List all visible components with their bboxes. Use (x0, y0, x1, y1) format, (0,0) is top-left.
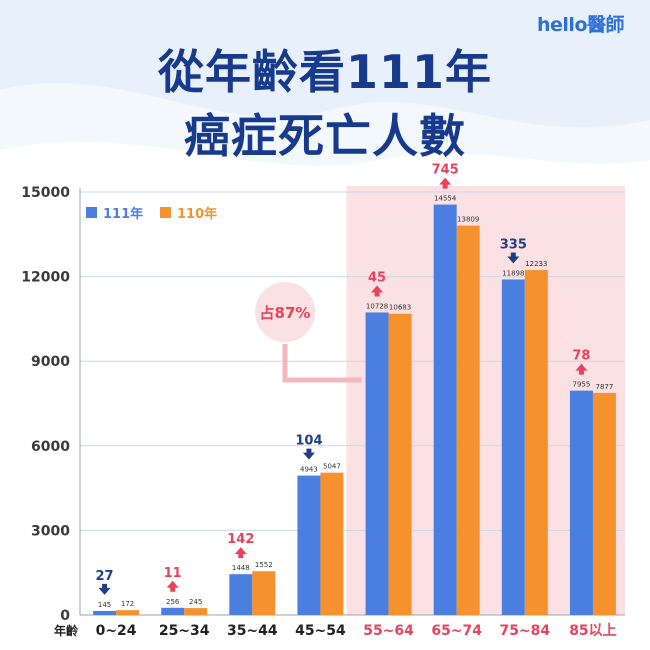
bar-110 (320, 472, 344, 615)
y-tick-label: 12000 (21, 270, 70, 286)
y-tick-label: 3000 (31, 523, 70, 539)
x-tick-label: 55~64 (363, 623, 414, 639)
bar-111 (501, 279, 525, 615)
change-label: 745 (432, 163, 459, 178)
bar-111 (161, 607, 185, 615)
data-label-110: 12233 (525, 260, 547, 268)
data-label-111: 145 (98, 601, 111, 609)
x-tick-label: 0~24 (96, 623, 137, 639)
bar-111 (297, 475, 321, 615)
change-label: 11 (164, 566, 182, 581)
y-tick-label: 15000 (21, 185, 70, 201)
data-label-110: 10683 (389, 304, 411, 312)
increase-arrow-icon (439, 177, 452, 189)
increase-arrow-icon (166, 580, 179, 592)
change-label: 27 (96, 569, 114, 584)
page-title-line2: 癌症死亡人數 (184, 109, 466, 163)
decrease-arrow-icon (302, 448, 315, 460)
bar-111 (433, 204, 457, 615)
legend-swatch-111 (86, 207, 97, 218)
bar-111 (365, 312, 389, 615)
data-label-111: 4943 (300, 466, 318, 474)
change-label: 335 (500, 237, 527, 252)
bar-110 (456, 225, 480, 616)
callout-text: 占87% (260, 304, 311, 322)
callout-connector (282, 343, 362, 383)
x-tick-label: 65~74 (431, 623, 482, 639)
increase-arrow-icon (575, 363, 588, 375)
increase-arrow-icon (371, 285, 384, 297)
y-tick-label: 6000 (31, 439, 70, 455)
x-axis-label: 年齡 (54, 623, 78, 638)
change-label: 78 (572, 349, 590, 364)
data-label-110: 13809 (457, 216, 479, 224)
bar-111 (569, 390, 593, 615)
page-title-line1: 從年齡看111年 (157, 45, 493, 99)
decrease-arrow-icon (98, 583, 111, 595)
x-tick-label: 25~34 (159, 623, 210, 639)
decrease-arrow-icon (507, 252, 520, 264)
data-label-111: 10728 (366, 302, 388, 310)
data-label-111: 1448 (232, 564, 250, 572)
bar-110 (116, 610, 140, 615)
change-label: 45 (368, 270, 386, 285)
bar-110 (524, 270, 548, 615)
bar-110 (184, 608, 208, 615)
bar-110 (592, 392, 616, 615)
change-label: 142 (227, 532, 254, 547)
legend-swatch-110 (160, 207, 171, 218)
data-label-110: 1552 (255, 561, 273, 569)
legend-label-110: 110年 (177, 206, 217, 222)
bar-111 (93, 610, 117, 615)
increase-arrow-icon (234, 547, 247, 559)
data-label-110: 7877 (596, 383, 614, 391)
change-label: 104 (295, 434, 322, 449)
y-tick-label: 0 (60, 608, 70, 624)
x-tick-label: 75~84 (499, 623, 550, 639)
legend-label-111: 111年 (103, 206, 143, 222)
bar-110 (252, 571, 276, 615)
data-label-111: 14554 (434, 195, 457, 203)
data-label-110: 172 (121, 600, 134, 608)
brand-logo: hello醫師 (537, 14, 625, 36)
callout-circle (253, 280, 317, 344)
x-tick-label: 85以上 (569, 623, 616, 639)
y-tick-label: 9000 (31, 354, 70, 370)
x-tick-label: 45~54 (295, 623, 346, 639)
bar-110 (388, 313, 412, 615)
data-label-110: 245 (189, 598, 202, 606)
data-label-110: 5047 (323, 463, 341, 471)
data-label-111: 11898 (502, 269, 524, 277)
x-tick-label: 35~44 (227, 623, 278, 639)
data-label-111: 7955 (573, 381, 591, 389)
bar-111 (229, 574, 253, 615)
data-label-111: 256 (166, 598, 180, 606)
